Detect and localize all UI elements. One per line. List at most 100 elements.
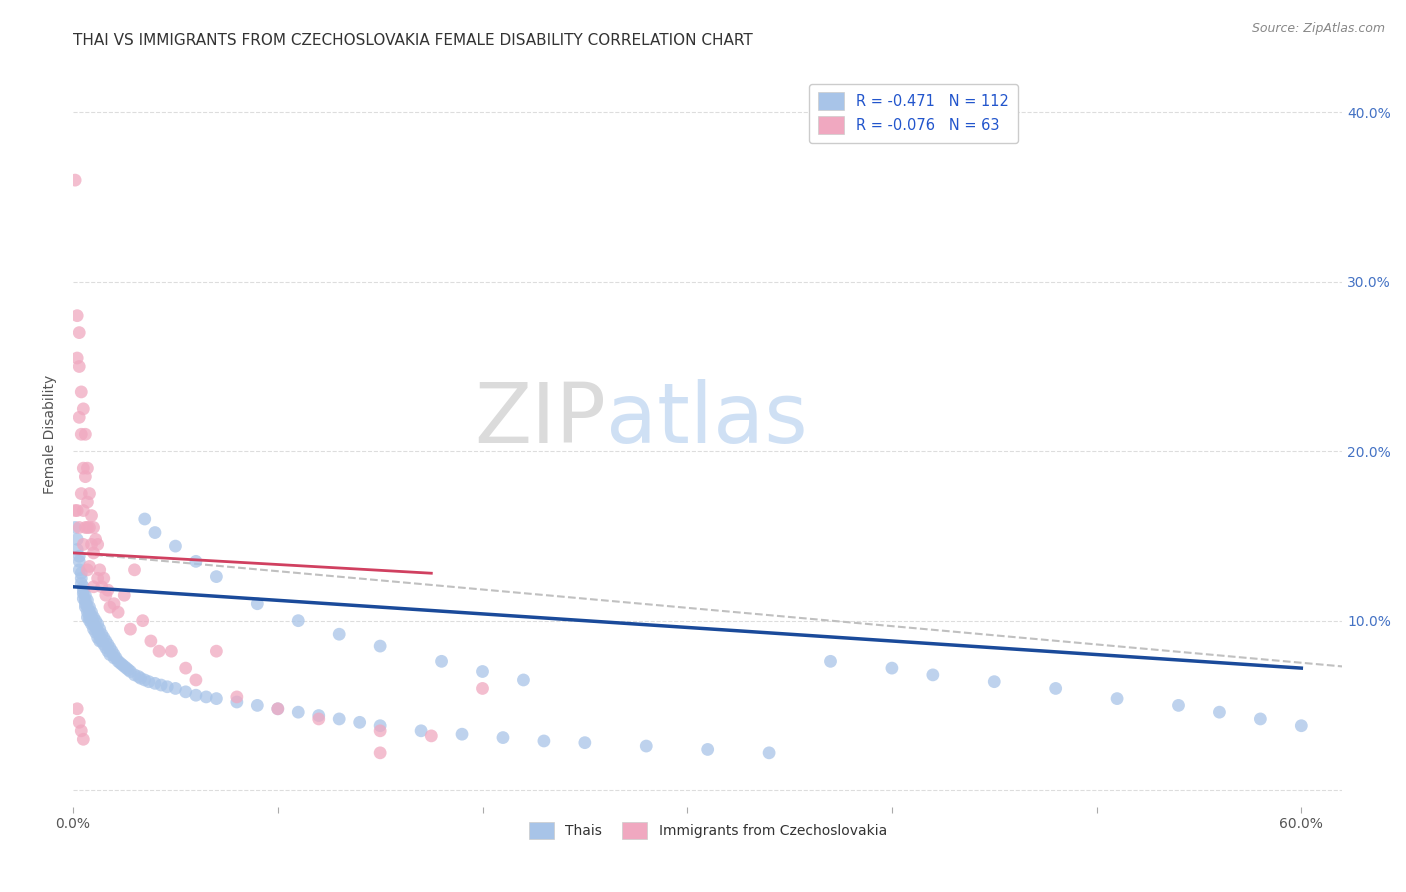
Point	[328, 627, 350, 641]
Point	[308, 708, 330, 723]
Point	[150, 678, 173, 692]
Point	[880, 661, 903, 675]
Point	[72, 537, 94, 551]
Point	[246, 597, 269, 611]
Point	[79, 600, 101, 615]
Point	[70, 576, 93, 591]
Point	[134, 673, 156, 687]
Point	[90, 580, 112, 594]
Point	[66, 542, 89, 557]
Point	[63, 503, 86, 517]
Point	[94, 640, 117, 655]
Point	[86, 631, 108, 645]
Point	[143, 525, 166, 540]
Point	[70, 427, 93, 442]
Text: Source: ZipAtlas.com: Source: ZipAtlas.com	[1251, 22, 1385, 36]
Point	[328, 712, 350, 726]
Point	[80, 508, 103, 523]
Point	[75, 427, 97, 442]
Point	[112, 659, 135, 673]
Point	[1167, 698, 1189, 713]
Point	[98, 640, 121, 655]
Point	[84, 614, 107, 628]
Legend: Thais, Immigrants from Czechoslovakia: Thais, Immigrants from Czechoslovakia	[523, 817, 893, 845]
Point	[89, 629, 111, 643]
Point	[131, 614, 153, 628]
Point	[246, 698, 269, 713]
Point	[67, 326, 90, 340]
Point	[75, 593, 97, 607]
Point	[76, 593, 98, 607]
Point	[83, 622, 105, 636]
Point	[103, 651, 125, 665]
Point	[79, 486, 101, 500]
Point	[67, 563, 90, 577]
Point	[174, 685, 197, 699]
Point	[983, 674, 1005, 689]
Point	[98, 600, 121, 615]
Point	[76, 520, 98, 534]
Point	[72, 591, 94, 606]
Point	[129, 671, 152, 685]
Point	[83, 520, 105, 534]
Point	[93, 631, 115, 645]
Point	[184, 688, 207, 702]
Point	[76, 600, 98, 615]
Point	[287, 614, 309, 628]
Point	[72, 583, 94, 598]
Point	[75, 597, 97, 611]
Point	[75, 469, 97, 483]
Point	[205, 569, 228, 583]
Point	[921, 668, 943, 682]
Point	[174, 661, 197, 675]
Point	[139, 634, 162, 648]
Point	[79, 605, 101, 619]
Point	[108, 656, 131, 670]
Point	[1249, 712, 1271, 726]
Point	[308, 712, 330, 726]
Text: atlas: atlas	[606, 379, 808, 460]
Point	[83, 580, 105, 594]
Point	[76, 610, 98, 624]
Point	[409, 723, 432, 738]
Point	[67, 520, 90, 534]
Point	[165, 681, 187, 696]
Point	[84, 620, 107, 634]
Point	[156, 680, 179, 694]
Point	[820, 654, 842, 668]
Point	[75, 520, 97, 534]
Point	[205, 644, 228, 658]
Point	[368, 723, 391, 738]
Point	[107, 654, 129, 668]
Point	[86, 537, 108, 551]
Point	[83, 610, 105, 624]
Point	[93, 637, 115, 651]
Point	[79, 520, 101, 534]
Point	[67, 554, 90, 568]
Point	[225, 690, 247, 704]
Point	[63, 173, 86, 187]
Point	[66, 351, 89, 365]
Point	[368, 639, 391, 653]
Point	[66, 503, 89, 517]
Point	[574, 736, 596, 750]
Point	[148, 644, 170, 658]
Point	[72, 580, 94, 594]
Point	[80, 617, 103, 632]
Point	[267, 702, 290, 716]
Point	[143, 676, 166, 690]
Point	[72, 732, 94, 747]
Point	[97, 583, 120, 598]
Point	[471, 681, 494, 696]
Point	[83, 617, 105, 632]
Point	[72, 461, 94, 475]
Point	[79, 614, 101, 628]
Point	[70, 486, 93, 500]
Text: ZIP: ZIP	[474, 379, 606, 460]
Point	[184, 673, 207, 687]
Point	[79, 610, 101, 624]
Point	[67, 549, 90, 564]
Point	[89, 622, 111, 636]
Point	[696, 742, 718, 756]
Point	[368, 719, 391, 733]
